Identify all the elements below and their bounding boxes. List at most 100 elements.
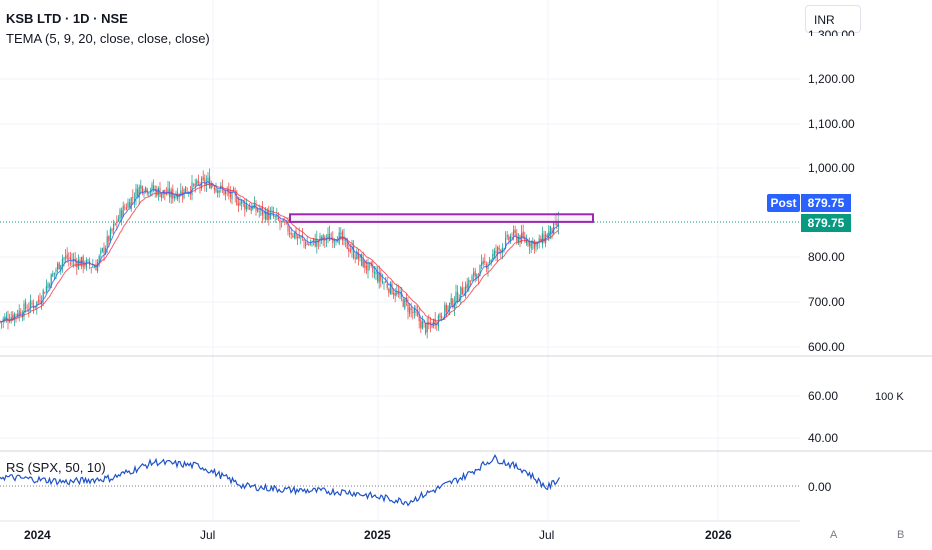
candle-body-up [468,279,470,290]
candle-body-up [309,243,311,245]
candle-body-down [124,207,126,209]
candle-body-up [378,272,380,283]
candle-body-down [417,312,419,315]
candle-body-up [9,321,11,323]
candle-body-up [239,202,241,206]
candle-body-down [474,270,476,277]
candle-body-down [410,308,412,311]
candle-body-down [397,292,399,294]
price-tick: 700.00 [808,295,845,309]
candle-body-down [58,262,60,270]
candle-body-up [473,272,475,276]
candle-body-up [180,189,182,196]
candle-body-down [69,257,71,260]
candle-body-down [15,314,17,316]
candle-body-up [460,286,462,298]
candle-body-down [298,234,300,239]
candle-body-down [377,272,379,282]
candle-body-up [258,210,260,212]
time-tick: 2024 [24,528,51,542]
candle-body-down [329,233,331,242]
candle-body-down [66,254,68,260]
candle-body-down [498,247,500,250]
candle-body-down [388,288,390,293]
candle-body-down [197,181,199,184]
candle-body-up [322,234,324,241]
symbol-title[interactable]: KSB LTD · 1D · NSE [6,11,128,26]
candle-body-down [202,176,204,180]
candle-body-down [82,256,84,268]
candle-body-down [146,188,148,194]
candle-body-up [130,197,132,210]
candle-body-up [42,290,44,300]
candle-body-up [53,272,55,275]
candle-body-up [356,251,358,260]
candle-body-down [346,238,348,250]
candle-body-up [492,254,494,260]
auto-scale-button[interactable]: A [830,529,838,541]
candle-body-down [303,239,305,242]
rs-tick: 0.00 [808,480,832,494]
candle-body-down [156,188,158,196]
candle-body-up [167,188,169,194]
candle-body-down [17,313,19,316]
candle-body-down [103,247,105,254]
candle-body-down [229,191,231,197]
candle-body-down [285,221,287,223]
tema-indicator-label[interactable]: TEMA (5, 9, 20, close, close, close) [6,31,210,46]
candle-body-down [412,311,414,314]
candle-body-down [194,183,196,187]
candle-body-up [148,193,150,195]
candle-body-up [218,190,220,193]
candle-body-up [306,243,308,245]
candle-body-up [170,190,172,198]
candle-body-up [105,248,107,254]
candle-body-down [546,234,548,238]
candle-body-down [209,176,211,188]
currency-button[interactable]: INR [805,5,861,33]
candle-body-up [50,274,52,288]
candle-body-up [113,224,115,230]
candle-body-up [421,321,423,330]
candle-body-down [213,187,215,190]
candle-body-up [479,265,481,277]
time-tick: 2026 [705,528,732,542]
candle-body-up [471,276,473,282]
price-tick: 1,200.00 [808,72,855,86]
candle-body-up [311,241,313,242]
candle-body-down [484,260,486,263]
candle-body-down [364,260,366,268]
candle-body-down [423,320,425,323]
candle-body-down [233,188,235,192]
volume-unit-label: 100 K [875,391,904,403]
candle-body-up [538,238,540,243]
candle-body-up [487,264,489,270]
candle-body-up [433,319,435,326]
resistance-zone-rectangle[interactable] [289,213,594,223]
candle-body-up [362,259,364,267]
candle-body-up [122,205,124,217]
candle-body-up [493,250,495,256]
candle-body-down [111,228,113,231]
candle-body-up [513,229,515,236]
candle-body-up [297,236,299,238]
candle-body-down [204,178,206,186]
candle-body-up [482,260,484,265]
candle-body-down [44,292,46,294]
candle-body-up [45,286,47,293]
candle-body-down [68,258,70,260]
candle-body-up [557,219,559,227]
candle-body-down [164,189,166,194]
candle-body-up [359,254,361,258]
log-scale-button[interactable]: B [897,529,905,541]
candle-body-down [418,314,420,322]
candle-body-up [337,241,339,243]
candle-body-up [367,262,369,272]
candle-body-up [509,236,511,242]
candle-body-down [12,314,14,320]
candle-body-up [399,292,401,295]
price-tick: 800.00 [808,250,845,264]
rs-indicator-label[interactable]: RS (SPX, 50, 10) [6,460,106,475]
candle-body-down [193,184,195,186]
